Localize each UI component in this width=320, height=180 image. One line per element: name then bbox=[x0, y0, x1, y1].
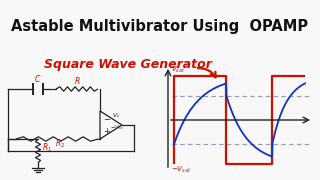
Text: $V_{sat}$: $V_{sat}$ bbox=[171, 65, 185, 75]
Text: Astable Multivibrator Using  OPAMP: Astable Multivibrator Using OPAMP bbox=[12, 19, 308, 35]
Text: $R_2$: $R_2$ bbox=[55, 137, 65, 150]
Text: $C$: $C$ bbox=[34, 73, 41, 84]
Text: $V_c$: $V_c$ bbox=[112, 111, 121, 120]
Text: Square Wave Generator: Square Wave Generator bbox=[44, 57, 212, 71]
Text: $R_1$: $R_1$ bbox=[42, 142, 52, 154]
Text: $R$: $R$ bbox=[74, 75, 81, 86]
Text: $-V_{cc}$: $-V_{cc}$ bbox=[110, 123, 124, 132]
Text: $-$: $-$ bbox=[103, 114, 111, 123]
Text: $-V_{sat}$: $-V_{sat}$ bbox=[171, 165, 191, 175]
Text: $+$: $+$ bbox=[103, 126, 111, 136]
FancyArrowPatch shape bbox=[198, 68, 216, 77]
